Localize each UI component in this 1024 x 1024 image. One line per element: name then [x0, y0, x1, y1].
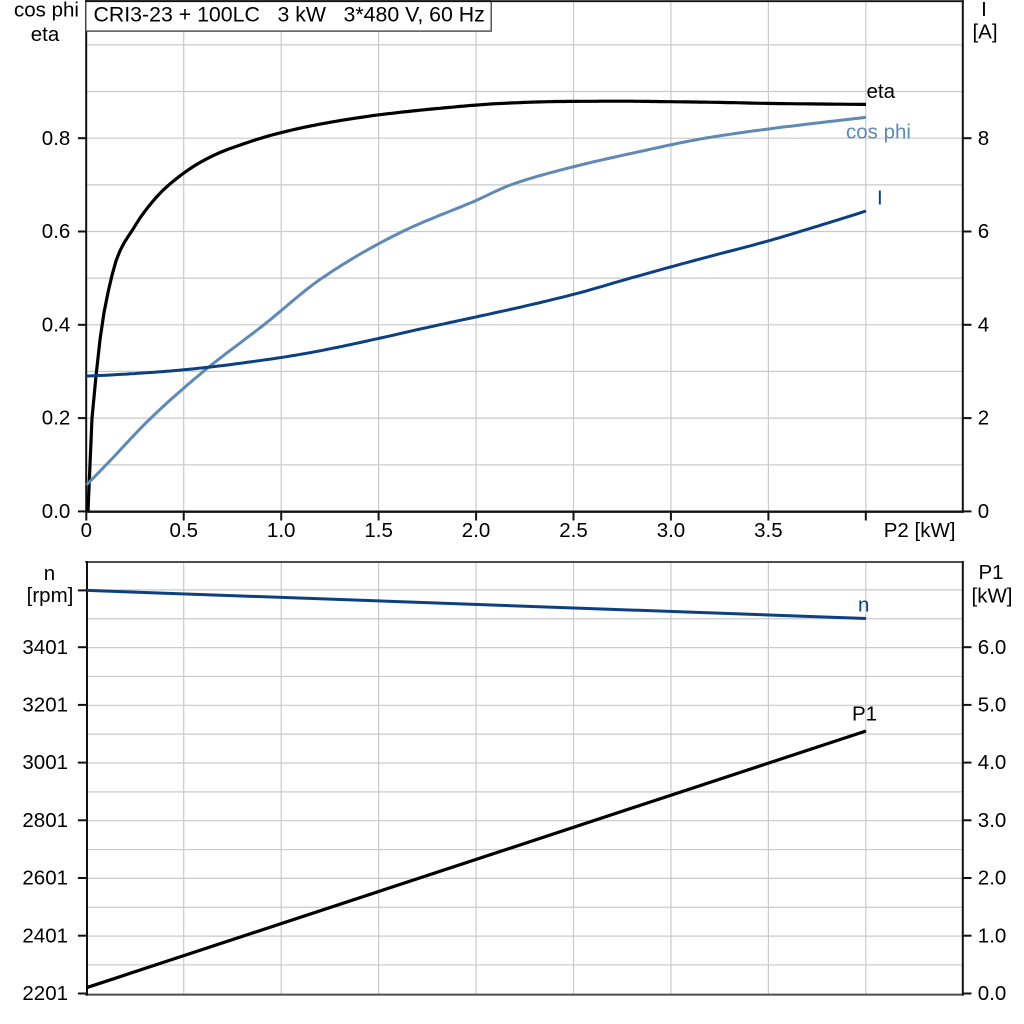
svg-text:6: 6: [978, 220, 989, 243]
svg-text:4.0: 4.0: [978, 751, 1007, 774]
svg-text:1.0: 1.0: [978, 924, 1007, 947]
svg-text:2201: 2201: [22, 982, 68, 1005]
svg-text:n: n: [44, 562, 55, 585]
svg-text:n: n: [858, 594, 869, 617]
svg-text:8: 8: [978, 127, 989, 150]
svg-text:1.5: 1.5: [364, 519, 393, 542]
svg-text:2801: 2801: [22, 809, 68, 832]
svg-text:[rpm]: [rpm]: [27, 584, 74, 607]
svg-text:3*480 V, 60 Hz: 3*480 V, 60 Hz: [344, 3, 485, 27]
svg-text:3.0: 3.0: [657, 519, 686, 542]
svg-text:eta: eta: [31, 23, 60, 46]
svg-text:eta: eta: [867, 80, 896, 103]
svg-text:P2 [kW]: P2 [kW]: [884, 519, 956, 542]
svg-text:cos phi: cos phi: [846, 121, 911, 144]
svg-text:0.8: 0.8: [42, 127, 71, 150]
svg-text:0: 0: [978, 500, 989, 523]
svg-text:3.5: 3.5: [754, 519, 783, 542]
svg-text:3.0: 3.0: [978, 809, 1007, 832]
svg-text:1.0: 1.0: [267, 519, 296, 542]
svg-text:0.4: 0.4: [42, 313, 71, 336]
svg-text:3001: 3001: [22, 751, 68, 774]
svg-text:5.0: 5.0: [978, 694, 1007, 717]
svg-text:4: 4: [978, 313, 989, 336]
svg-text:I: I: [981, 0, 987, 21]
svg-text:I: I: [877, 187, 883, 210]
svg-text:P1: P1: [852, 703, 877, 726]
svg-text:cos phi: cos phi: [14, 0, 79, 22]
svg-text:2.5: 2.5: [559, 519, 588, 542]
svg-text:3201: 3201: [22, 694, 68, 717]
svg-text:6.0: 6.0: [978, 636, 1007, 659]
svg-text:3401: 3401: [22, 636, 68, 659]
svg-text:0.0: 0.0: [978, 982, 1007, 1005]
svg-text:0.5: 0.5: [169, 519, 198, 542]
svg-text:0: 0: [81, 519, 92, 542]
svg-text:3 kW: 3 kW: [278, 3, 327, 27]
svg-text:CRI3-23 + 100LC: CRI3-23 + 100LC: [94, 3, 260, 27]
svg-text:2401: 2401: [22, 924, 68, 947]
svg-text:[kW]: [kW]: [972, 585, 1013, 608]
svg-text:2601: 2601: [22, 867, 68, 890]
svg-text:0.6: 0.6: [42, 220, 71, 243]
svg-text:2.0: 2.0: [978, 867, 1007, 890]
svg-text:0.0: 0.0: [42, 500, 71, 523]
svg-text:P1: P1: [978, 561, 1003, 584]
svg-text:0.2: 0.2: [42, 407, 71, 430]
svg-text:[A]: [A]: [972, 21, 997, 44]
svg-text:2.0: 2.0: [462, 519, 491, 542]
svg-text:2: 2: [978, 407, 989, 430]
